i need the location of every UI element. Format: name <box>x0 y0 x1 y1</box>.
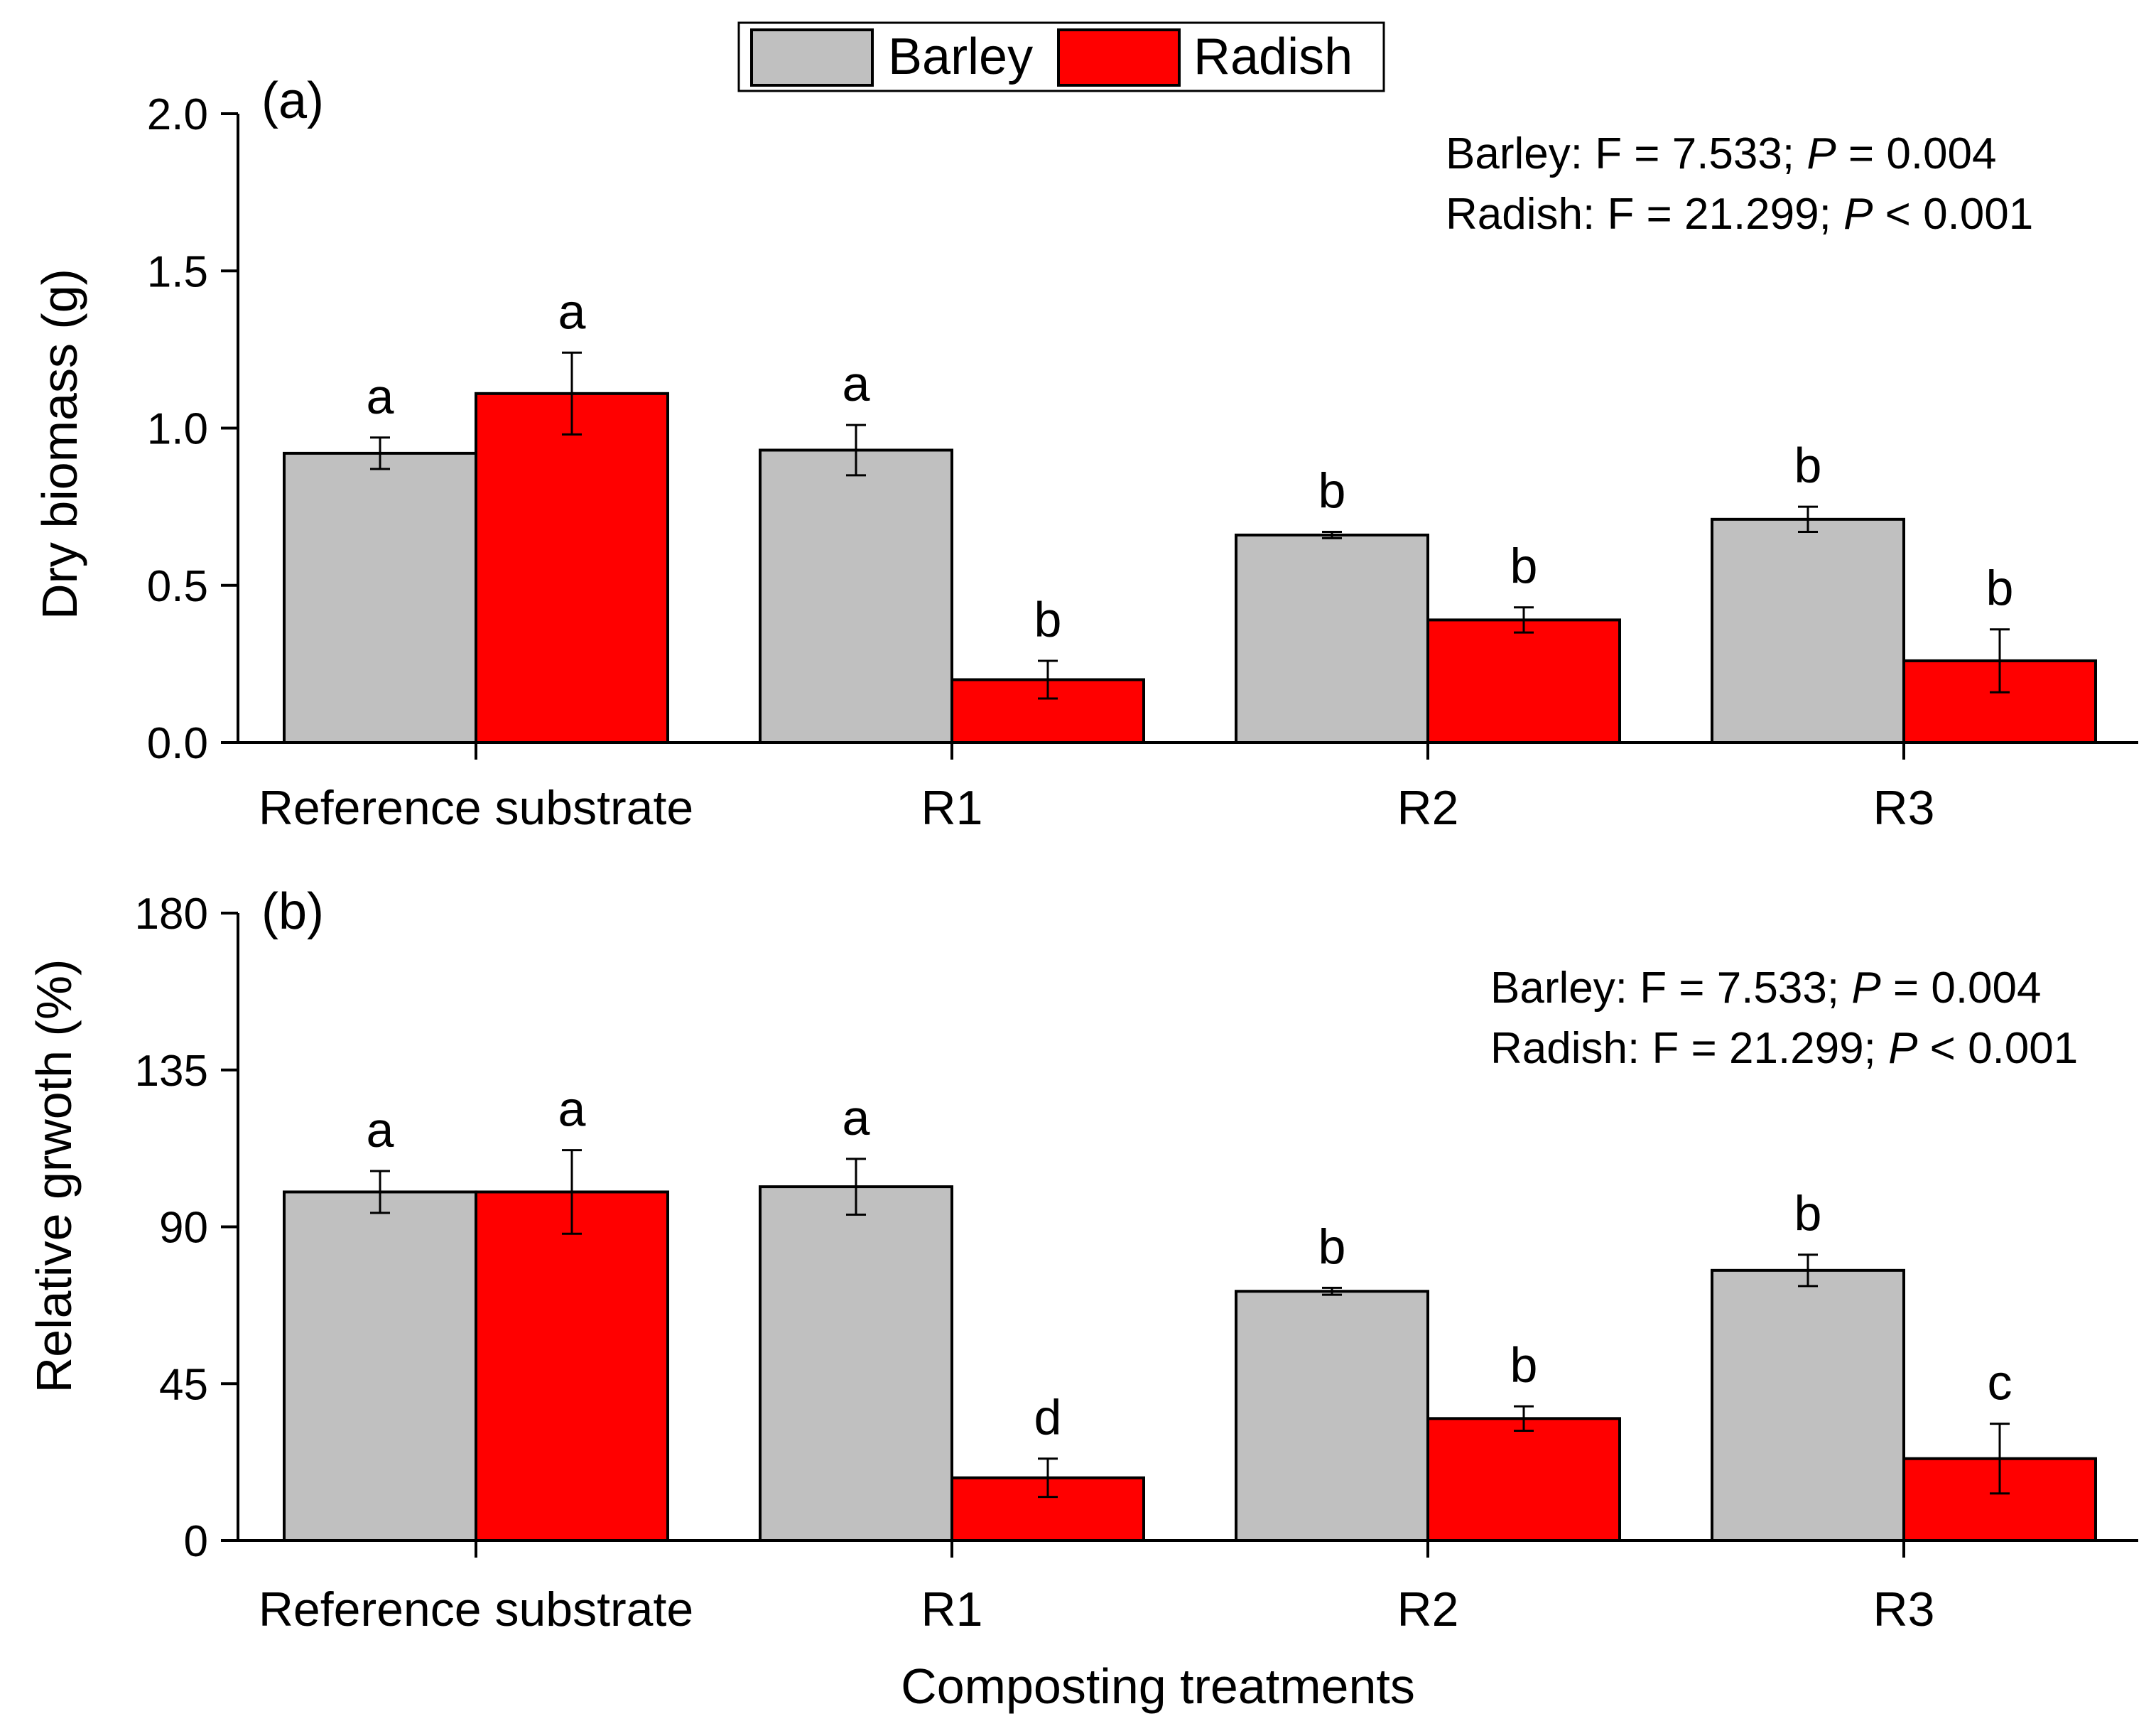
panel-b-bar-barley-r1 <box>759 1185 953 1542</box>
panel-a-x-tick-label: Reference substrate <box>259 781 693 835</box>
panel-a-significance-letter-radish-reference-substrate: a <box>558 284 586 339</box>
legend-label-barley: Barley <box>888 28 1033 85</box>
panel-a-y-axis-title: Dry biomass (g) <box>32 269 87 620</box>
panel-a-error-bar-radish-reference-substrate <box>562 351 582 436</box>
panel-a-significance-letter-radish-r1: b <box>1034 592 1062 647</box>
panel-b-bar-barley-reference-substrate <box>283 1190 477 1542</box>
panel-b-significance-letter-barley-r3: b <box>1794 1186 1822 1241</box>
panel-b-significance-letter-radish-r2: b <box>1510 1337 1538 1393</box>
panel-a-plot: a a b b a b b b 0.0 0.5 1.0 1.5 2.0 Reference substra… <box>147 90 2138 835</box>
panel-b-x-tick-label: Reference substrate <box>259 1582 693 1636</box>
panel-b-significance-letter-radish-reference-substrate: a <box>558 1082 586 1137</box>
panel-a-significance-letter-radish-r2: b <box>1510 539 1538 594</box>
panel-b-stats-barley: Barley: F = 7.533; P = 0.004 <box>1490 964 2042 1013</box>
panel-a-error-bar-barley-reference-substrate <box>370 436 390 470</box>
panel-b-significance-letter-barley-r1: a <box>843 1090 870 1145</box>
panel-a-bar-barley-r2 <box>1235 533 1429 744</box>
panel-b-bar-barley-r2 <box>1235 1290 1429 1543</box>
panel-a-x-tick-label: R3 <box>1873 781 1935 835</box>
panel-b-y-tick-label: 45 <box>159 1360 208 1409</box>
panel-b-error-bar-radish-r3 <box>1990 1423 2010 1495</box>
panel-a-significance-letter-barley-r1: a <box>843 356 870 411</box>
panel-a-significance-letter-barley-r3: b <box>1794 438 1822 493</box>
panel-b-y-tick-label: 90 <box>159 1204 208 1253</box>
panel-a-label: (a) <box>261 72 324 129</box>
panel-b-bar-radish-reference-substrate <box>475 1190 669 1542</box>
panel-a-y-tick-label: 0.0 <box>147 719 208 768</box>
panel-a-y-tick-label: 1.5 <box>147 247 208 296</box>
panel-b-significance-letter-radish-r1: d <box>1034 1390 1062 1445</box>
panel-b-x-tick-label: R2 <box>1397 1582 1459 1636</box>
panel-b-error-bar-barley-r2 <box>1322 1286 1342 1296</box>
panel-a-bar-barley-reference-substrate <box>283 451 477 745</box>
panel-a-y-tick-label: 0.5 <box>147 562 208 611</box>
panel-b-significance-letter-barley-r2: b <box>1318 1219 1346 1274</box>
legend-swatch-radish <box>1057 28 1181 87</box>
panel-b-error-bar-barley-r1 <box>846 1158 866 1216</box>
panel-a-significance-letter-radish-r3: b <box>1986 561 2014 616</box>
panel-a-x-tick-label: R1 <box>921 781 983 835</box>
panel-a-significance-letter-barley-r2: b <box>1318 463 1346 519</box>
panel-b: (b) Relative grwoth (%) Barley: F = 7.53… <box>26 883 2138 1714</box>
panel-a-bar-radish-reference-substrate <box>475 392 669 744</box>
panel-b-bar-radish-r2 <box>1426 1417 1621 1542</box>
panel-b-y-tick-label: 0 <box>184 1517 208 1566</box>
panel-a-x-tick-label: R2 <box>1397 781 1459 835</box>
panel-b-x-tick-label: R1 <box>921 1582 983 1636</box>
panel-b-error-bar-radish-reference-substrate <box>562 1149 582 1235</box>
panel-a-error-bar-barley-r3 <box>1798 505 1818 534</box>
panel-b-error-bar-barley-r3 <box>1798 1253 1818 1288</box>
panel-a-significance-letter-barley-reference-substrate: a <box>367 369 394 424</box>
panel-b-label: (b) <box>261 883 324 940</box>
panel-b-error-bar-radish-r1 <box>1038 1457 1058 1499</box>
panel-a-error-bar-radish-r2 <box>1514 606 1534 634</box>
panel-b-plot: a a b b a d b c 0 45 90 135 180 Reference substrate R1… <box>135 890 2138 1636</box>
panel-b-error-bar-radish-r2 <box>1514 1405 1534 1432</box>
panel-b-y-axis-title: Relative grwoth (%) <box>26 959 82 1393</box>
panel-b-y-tick-label: 135 <box>135 1047 208 1096</box>
panel-b-significance-letter-radish-r3: c <box>1988 1355 2013 1411</box>
panel-b-error-bar-barley-reference-substrate <box>370 1170 390 1214</box>
panel-a-error-bar-barley-r2 <box>1322 531 1342 539</box>
panel-b-x-tick-label: R3 <box>1873 1582 1935 1636</box>
panel-a-y-tick-label: 1.0 <box>147 405 208 454</box>
panel-a-stats-radish: Radish: F = 21.299; P < 0.001 <box>1446 190 2033 239</box>
panel-b-y-tick-label: 180 <box>135 890 208 939</box>
panel-a-error-bar-radish-r1 <box>1038 659 1058 700</box>
panel-a-error-bar-radish-r3 <box>1990 628 2010 694</box>
panel-a-y-tick-label: 2.0 <box>147 90 208 139</box>
legend: Barley Radish <box>737 21 1385 92</box>
legend-swatch-barley <box>750 28 874 87</box>
panel-a-error-bar-barley-r1 <box>846 424 866 477</box>
panel-a-bar-barley-r3 <box>1711 517 1905 744</box>
legend-label-radish: Radish <box>1193 28 1353 85</box>
panel-a-bar-barley-r1 <box>759 448 953 744</box>
panel-a-stats-barley: Barley: F = 7.533; P = 0.004 <box>1446 129 1997 178</box>
panel-a: (a) Dry biomass (g) Barley: F = 7.533; P… <box>32 72 2138 835</box>
panel-a-bar-radish-r2 <box>1426 618 1621 744</box>
panel-b-bar-barley-r3 <box>1711 1268 1905 1542</box>
x-axis-title: Composting treatments <box>901 1658 1415 1714</box>
panel-b-stats-radish: Radish: F = 21.299; P < 0.001 <box>1490 1024 2078 1073</box>
panel-b-significance-letter-barley-reference-substrate: a <box>367 1102 394 1158</box>
